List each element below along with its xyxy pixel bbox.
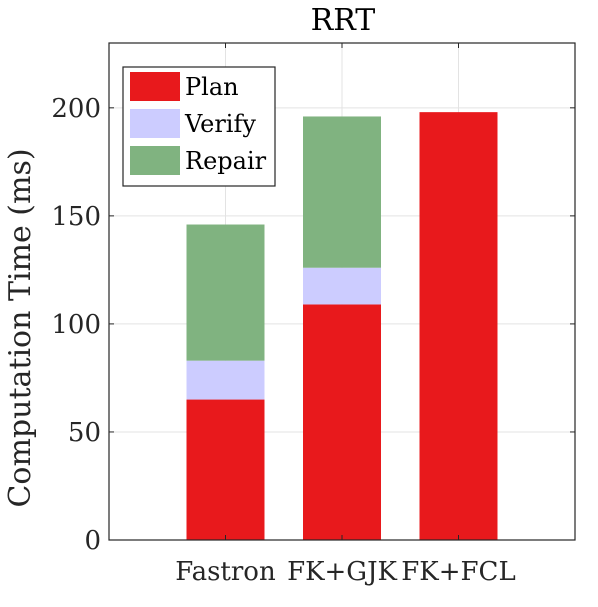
y-axis-label: Computation Time (ms) xyxy=(3,148,38,507)
legend-label-verify: Verify xyxy=(184,110,256,138)
y-tick-label: 150 xyxy=(51,202,101,232)
legend-swatch-plan xyxy=(130,72,180,101)
bar-plan-fk-fcl xyxy=(419,112,498,540)
x-tick-label: Fastron xyxy=(175,557,276,587)
bars xyxy=(186,112,498,540)
legend-label-repair: Repair xyxy=(185,147,267,175)
x-tick-label: FK+FCL xyxy=(401,557,515,587)
y-tick-labels: 0 50 100 150 200 xyxy=(51,94,101,556)
y-tick-label: 50 xyxy=(68,418,101,448)
y-tick-label: 200 xyxy=(51,94,101,124)
legend-swatch-repair xyxy=(130,146,180,175)
legend-label-plan: Plan xyxy=(185,73,239,101)
y-tick-label: 0 xyxy=(84,526,101,556)
bar-verify-fk-gjk xyxy=(303,267,381,305)
chart-title: RRT xyxy=(311,3,376,38)
bar-plan-fastron xyxy=(186,399,265,540)
bar-repair-fk-gjk xyxy=(303,116,381,268)
axes xyxy=(108,42,576,541)
bar-plan-fk-gjk xyxy=(303,304,381,540)
x-tick-labels: Fastron FK+GJK FK+FCL xyxy=(175,557,515,587)
x-tick-label: FK+GJK xyxy=(287,557,397,587)
bar-verify-fastron xyxy=(186,360,265,400)
legend-swatch-verify xyxy=(130,109,180,138)
bar-repair-fastron xyxy=(186,224,265,361)
legend: Plan Verify Repair xyxy=(122,66,276,187)
y-tick-label: 100 xyxy=(51,310,101,340)
